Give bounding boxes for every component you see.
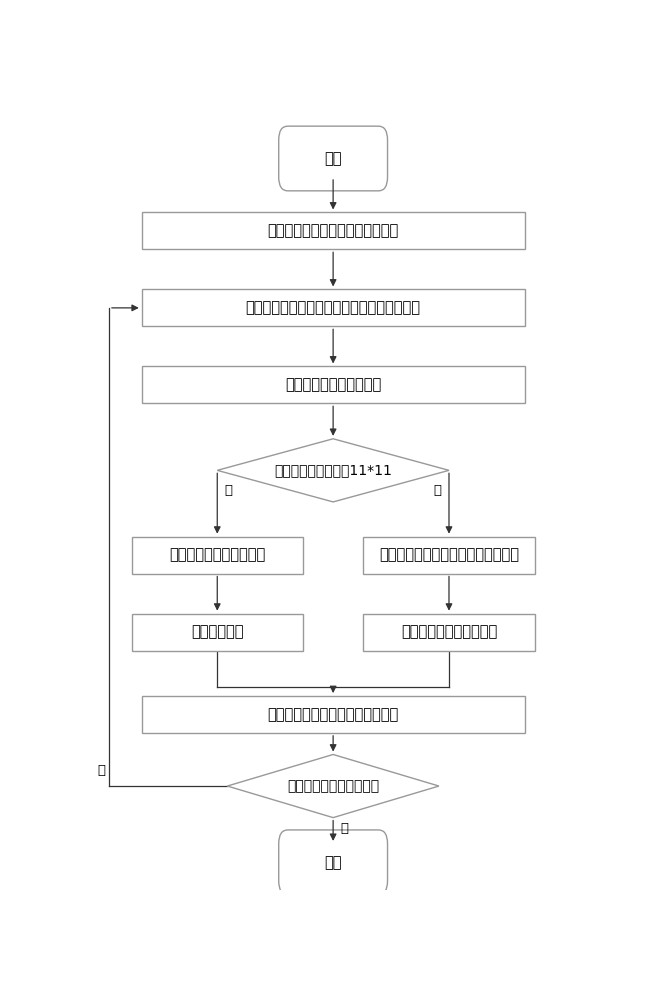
Polygon shape — [217, 439, 449, 502]
Text: 自适应窗口内的质心跟踪: 自适应窗口内的质心跟踪 — [169, 548, 265, 563]
Polygon shape — [227, 754, 439, 818]
Bar — [363, 537, 534, 574]
Text: 结束: 结束 — [324, 855, 342, 870]
Text: 基于质心转移的疑似淡巴结的标记: 基于质心转移的疑似淡巴结的标记 — [268, 707, 398, 722]
Text: 淡巴结的识别: 淡巴结的识别 — [191, 625, 244, 640]
Text: 对所有疑似淡巴结按照面积大小进行递减排序: 对所有疑似淡巴结按照面积大小进行递减排序 — [246, 300, 421, 315]
Text: 开始: 开始 — [324, 151, 342, 166]
Text: 自适应窗口是否大于11*11: 自适应窗口是否大于11*11 — [274, 463, 392, 477]
Text: 否: 否 — [97, 764, 105, 777]
Bar — [363, 614, 534, 651]
Text: 低秩分解确定初始首尾帧: 低秩分解确定初始首尾帧 — [285, 377, 382, 392]
Text: 所有淡巴结是否跟踪结束: 所有淡巴结是否跟踪结束 — [287, 779, 379, 793]
FancyBboxPatch shape — [279, 126, 387, 191]
FancyBboxPatch shape — [279, 830, 387, 895]
Text: 基于椭圆拟合的疑似淡巴结的提取: 基于椭圆拟合的疑似淡巴结的提取 — [268, 223, 398, 238]
Text: 是: 是 — [341, 822, 348, 835]
Text: 是: 是 — [225, 484, 233, 497]
Bar — [142, 366, 525, 403]
Text: 不完全受自适应窗口限制的质心跟踪: 不完全受自适应窗口限制的质心跟踪 — [379, 548, 519, 563]
Text: 进行淡巴结和血管的区分: 进行淡巴结和血管的区分 — [401, 625, 497, 640]
Bar — [142, 696, 525, 733]
Bar — [131, 537, 303, 574]
Bar — [142, 212, 525, 249]
Bar — [142, 289, 525, 326]
Text: 否: 否 — [434, 484, 441, 497]
Bar — [131, 614, 303, 651]
